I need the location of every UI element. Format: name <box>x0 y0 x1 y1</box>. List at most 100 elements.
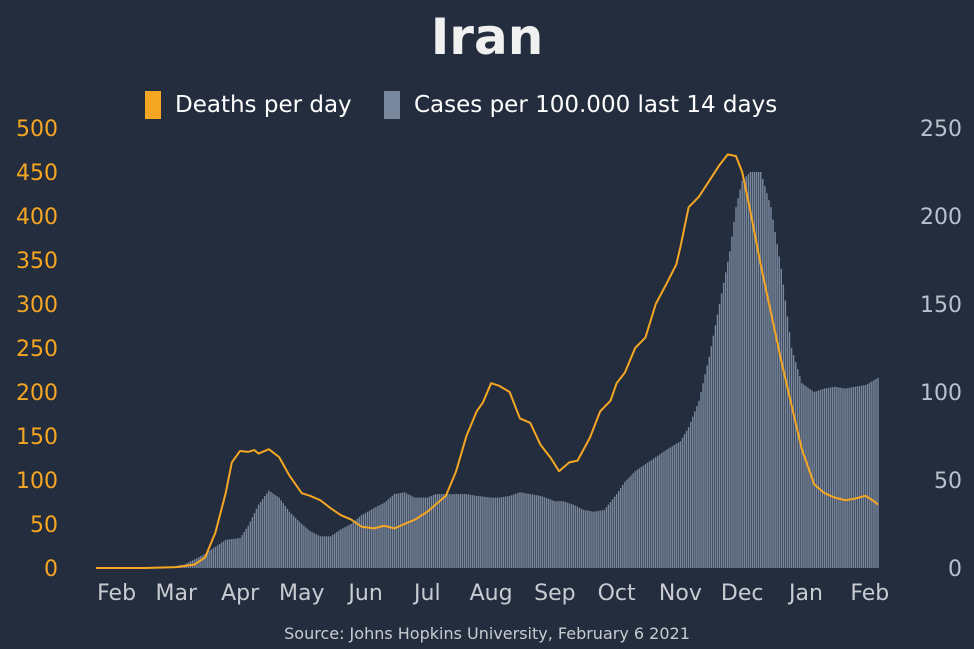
cases-bar <box>675 443 678 568</box>
cases-bar <box>613 496 616 568</box>
cases-bar <box>255 508 258 568</box>
cases-bar <box>856 386 859 568</box>
cases-bar <box>473 495 476 568</box>
cases-bar <box>735 207 737 568</box>
cases-bar <box>747 174 750 568</box>
cases-bar <box>815 391 817 568</box>
cases-bar <box>342 528 344 568</box>
cases-bar <box>218 544 221 568</box>
cases-bar <box>603 509 606 568</box>
left-tick-label: 350 <box>16 249 58 274</box>
cases-bar <box>741 180 743 569</box>
cases-bar <box>449 494 451 568</box>
cases-bar <box>708 356 710 568</box>
cases-bar <box>710 346 713 568</box>
cases-bar <box>249 521 252 568</box>
cases-bar <box>383 502 385 568</box>
cases-bar <box>315 534 317 568</box>
cases-bar <box>502 496 505 568</box>
cases-bar <box>529 494 531 568</box>
cases-bar <box>704 374 706 568</box>
cases-bar <box>725 272 727 568</box>
cases-bar <box>334 533 336 568</box>
cases-bar <box>259 501 262 568</box>
cases-bar <box>718 304 721 568</box>
cases-bar <box>739 189 741 568</box>
cases-bar <box>786 316 789 568</box>
cases-bar <box>482 496 484 568</box>
cases-bar <box>846 388 848 568</box>
cases-bar <box>840 387 842 568</box>
cases-bar <box>492 497 494 568</box>
cases-bar <box>545 498 548 568</box>
cases-bar <box>321 536 324 568</box>
cases-bar <box>519 492 521 568</box>
cases-bar <box>403 492 406 568</box>
cases-bar <box>702 383 704 568</box>
legend: Deaths per day Cases per 100.000 last 14… <box>145 91 777 119</box>
cases-bar <box>247 525 249 568</box>
cases-bar <box>453 494 455 568</box>
cases-bar <box>780 268 782 568</box>
cases-bar <box>537 495 540 568</box>
cases-bar <box>490 497 492 568</box>
cases-bar <box>552 500 554 568</box>
cases-bar <box>202 554 204 568</box>
cases-bar <box>290 513 293 568</box>
cases-bar <box>296 519 299 568</box>
cases-bar <box>766 193 768 568</box>
cases-bar <box>531 494 533 568</box>
cases-bar <box>406 493 408 568</box>
cases-bar <box>286 508 289 568</box>
cases-bar <box>408 494 410 568</box>
cases-bar <box>665 450 667 568</box>
cases-bar <box>809 389 811 568</box>
cases-bar <box>692 416 694 568</box>
cases-bar <box>475 495 478 568</box>
cases-bar <box>397 493 400 568</box>
cases-bar <box>589 510 591 568</box>
cases-bar <box>414 497 416 568</box>
cases-bar <box>299 521 301 568</box>
cases-bar <box>204 553 206 568</box>
cases-bar <box>591 511 593 568</box>
cases-bar <box>387 499 389 568</box>
cases-bar <box>583 509 585 568</box>
cases-bar <box>393 494 396 568</box>
cases-bar <box>478 496 480 568</box>
cases-bar <box>381 503 383 568</box>
cases-bar <box>729 251 731 568</box>
cases-bar <box>235 538 237 568</box>
left-tick-label: 450 <box>16 161 58 186</box>
cases-bar <box>572 504 575 568</box>
cases-bar <box>280 500 282 568</box>
cases-bar <box>829 387 832 568</box>
cases-bar <box>389 497 391 568</box>
cases-bar <box>850 387 852 568</box>
cases-bar <box>749 172 752 568</box>
left-tick-label: 500 <box>16 117 58 142</box>
legend-swatch-deaths <box>145 91 161 119</box>
cases-bar <box>303 525 305 568</box>
cases-bar <box>486 497 488 568</box>
cases-bar <box>358 516 361 568</box>
cases-bar <box>788 332 791 568</box>
cases-bar <box>521 492 523 568</box>
cases-bar <box>792 355 795 568</box>
cases-bar <box>305 527 307 568</box>
cases-bar <box>661 452 663 568</box>
cases-bar <box>825 388 828 568</box>
cases-bar <box>634 471 636 568</box>
left-tick-label: 50 <box>30 513 58 538</box>
cases-bar <box>615 494 618 568</box>
cases-bar <box>327 536 330 568</box>
cases-bar <box>681 437 684 568</box>
cases-bar <box>317 535 319 568</box>
cases-bar <box>644 464 647 568</box>
cases-bar <box>455 494 457 568</box>
cases-bar <box>628 477 630 568</box>
cases-bar <box>461 494 464 568</box>
cases-bar <box>663 451 665 568</box>
